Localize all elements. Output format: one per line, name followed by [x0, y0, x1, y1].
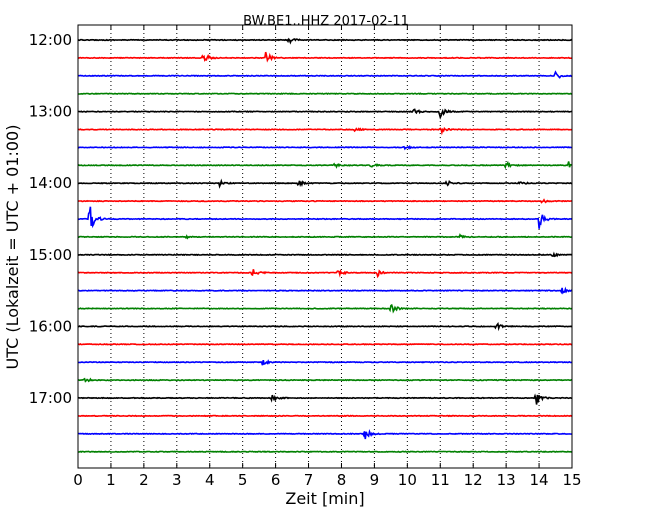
y-tick-label: 12:00	[29, 31, 72, 49]
x-tick-label: 8	[337, 471, 347, 489]
y-tick-label: 15:00	[29, 246, 72, 264]
seismogram-trace	[77, 269, 573, 279]
seismogram-trace	[78, 70, 573, 79]
seismogram-trace	[77, 428, 573, 440]
x-tick-label: 10	[398, 471, 417, 489]
plot-frame	[77, 24, 573, 469]
seismogram-trace	[77, 414, 573, 418]
y-tick-label: 14:00	[29, 174, 72, 192]
x-tick-label: 11	[431, 471, 450, 489]
y-tick-label: 17:00	[29, 389, 72, 407]
seismogram-trace	[77, 393, 573, 405]
seismogram-trace	[77, 126, 573, 136]
y-axis-label: UTC (Lokalzeit = UTC + 01:00)	[3, 125, 22, 370]
seismogram-trace	[77, 160, 573, 170]
seismogram-trace	[77, 92, 572, 95]
seismogram-trace	[77, 37, 573, 45]
seismogram-trace	[77, 178, 573, 189]
x-tick-label: 12	[464, 471, 483, 489]
seismogram-trace	[77, 206, 573, 229]
seismogram-trace	[77, 251, 573, 258]
x-tick-label: 3	[172, 471, 182, 489]
x-tick-label: 2	[139, 471, 149, 489]
seismogram-trace	[77, 233, 573, 240]
y-tick-label: 16:00	[29, 317, 72, 335]
grid-lines	[110, 25, 540, 468]
seismogram-trace	[77, 198, 573, 204]
seismogram-trace	[78, 343, 573, 346]
seismogram-trace	[77, 359, 573, 366]
seismogram-trace	[77, 108, 573, 120]
x-tick-label: 4	[205, 471, 215, 489]
seismogram-trace	[77, 377, 573, 383]
seismogram-trace	[77, 286, 573, 295]
x-tick-label: 0	[73, 471, 83, 489]
seismogram-trace	[77, 303, 573, 314]
trace-group	[77, 37, 573, 453]
x-tick-label: 1	[106, 471, 116, 489]
seismogram-trace	[77, 51, 572, 63]
x-tick-label: 15	[562, 471, 581, 489]
seismogram-trace	[77, 322, 573, 332]
seismogram-trace	[78, 450, 573, 453]
x-tick-label: 9	[370, 471, 380, 489]
x-axis-label: Zeit [min]	[285, 489, 364, 508]
y-axis-ticks: 12:00 13:00 14:00 15:00 16:00 17:00	[29, 31, 572, 407]
chart-title: BW.BE1..HHZ 2017-02-11	[243, 14, 409, 29]
x-tick-label: 5	[238, 471, 248, 489]
x-tick-label: 14	[530, 471, 549, 489]
x-tick-label: 7	[304, 471, 314, 489]
x-tick-label: 13	[497, 471, 516, 489]
y-tick-label: 13:00	[29, 103, 72, 121]
seismogram-trace	[77, 144, 573, 151]
x-tick-label: 6	[271, 471, 281, 489]
x-axis-ticks: 0 1 2 3 4 5 6 7 8 9 10 11 12 13 14 15	[73, 25, 582, 489]
